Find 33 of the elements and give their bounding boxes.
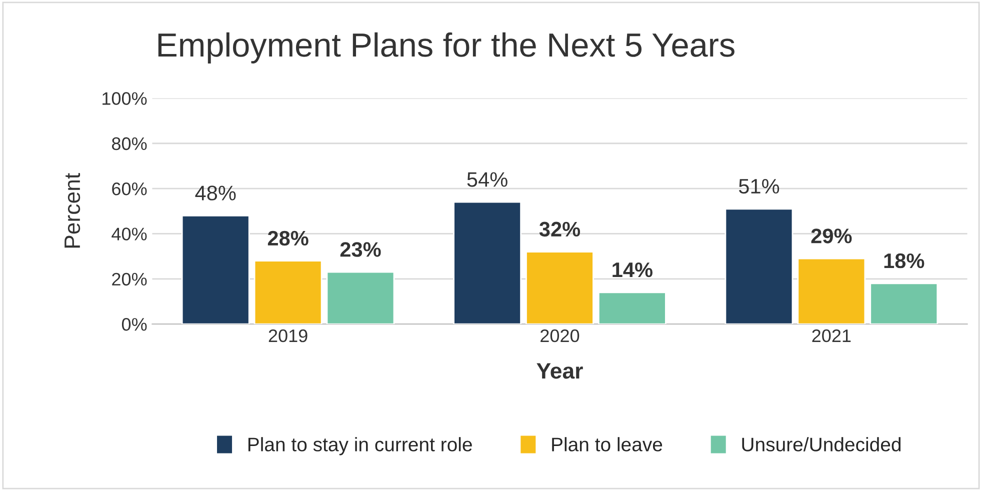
data-label: 14% xyxy=(612,262,652,278)
bar xyxy=(598,292,666,324)
bar xyxy=(181,214,250,324)
bar xyxy=(254,260,322,324)
bar xyxy=(526,251,594,324)
legend-label: Plan to stay in current role xyxy=(248,437,472,456)
y-tick-label: 20% xyxy=(112,272,147,286)
x-tick-label: 2020 xyxy=(540,329,580,342)
bar xyxy=(326,271,395,324)
data-label: 28% xyxy=(268,230,308,246)
data-label: 18% xyxy=(884,253,924,268)
data-label: 32% xyxy=(539,222,580,237)
y-tick-label: 60% xyxy=(112,182,147,196)
data-label: 23% xyxy=(340,242,381,257)
bar xyxy=(797,258,866,324)
y-axis-title: Percent xyxy=(64,173,80,248)
legend-label: Plan to leave xyxy=(552,437,662,452)
data-label: 51% xyxy=(738,178,780,194)
data-label: 54% xyxy=(467,172,508,187)
bar xyxy=(453,201,522,324)
chart-title: Employment Plans for the Next 5 Years xyxy=(158,32,734,64)
data-label: 48% xyxy=(195,186,236,200)
data-label: 29% xyxy=(811,228,852,244)
x-axis-title: Year xyxy=(536,363,583,379)
legend-label: Unsure/Undecided xyxy=(742,437,901,452)
x-tick-label: 2019 xyxy=(268,329,308,342)
bar xyxy=(724,208,794,324)
x-tick-label: 2021 xyxy=(812,329,851,342)
bar xyxy=(870,282,938,324)
y-tick-label: 0% xyxy=(122,318,147,331)
y-tick-label: 100% xyxy=(102,92,147,105)
y-tick-label: 40% xyxy=(112,228,147,240)
y-tick-label: 80% xyxy=(112,137,147,150)
